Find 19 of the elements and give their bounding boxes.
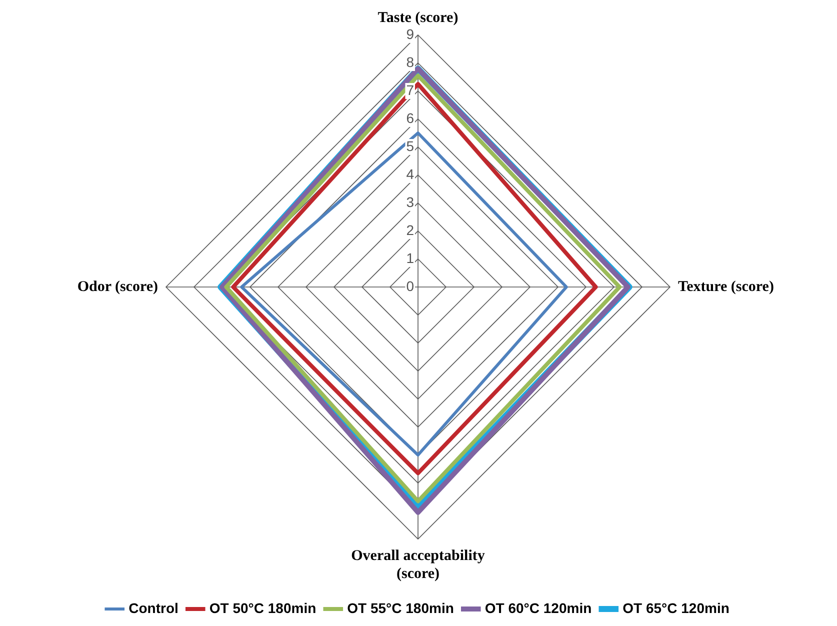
y-tick-label: 9 [406, 26, 414, 42]
y-tick-label: 7 [406, 82, 414, 98]
y-tick-label: 8 [406, 54, 414, 70]
y-tick-label: 0 [406, 278, 414, 294]
y-tick-label: 1 [406, 250, 414, 266]
legend-label: OT 60°C 120min [484, 600, 592, 616]
legend-label: OT 55°C 180min [347, 600, 454, 616]
legend-label: OT 65°C 120min [622, 600, 730, 616]
spoke-label: Overall acceptability (score) [351, 548, 486, 582]
spoke-label: Odor (score) [77, 278, 158, 295]
legend-label: Control [128, 600, 178, 616]
y-tick-label: 2 [406, 222, 414, 238]
y-tick-label: 5 [406, 138, 414, 154]
y-tick-label: 3 [406, 194, 414, 210]
spoke-label: Texture (score) [678, 278, 774, 295]
spoke-label: Taste (score) [378, 10, 458, 26]
legend-label: OT 50°C 180min [209, 600, 316, 616]
y-tick-label: 4 [406, 166, 414, 182]
y-tick-label: 6 [406, 110, 414, 126]
